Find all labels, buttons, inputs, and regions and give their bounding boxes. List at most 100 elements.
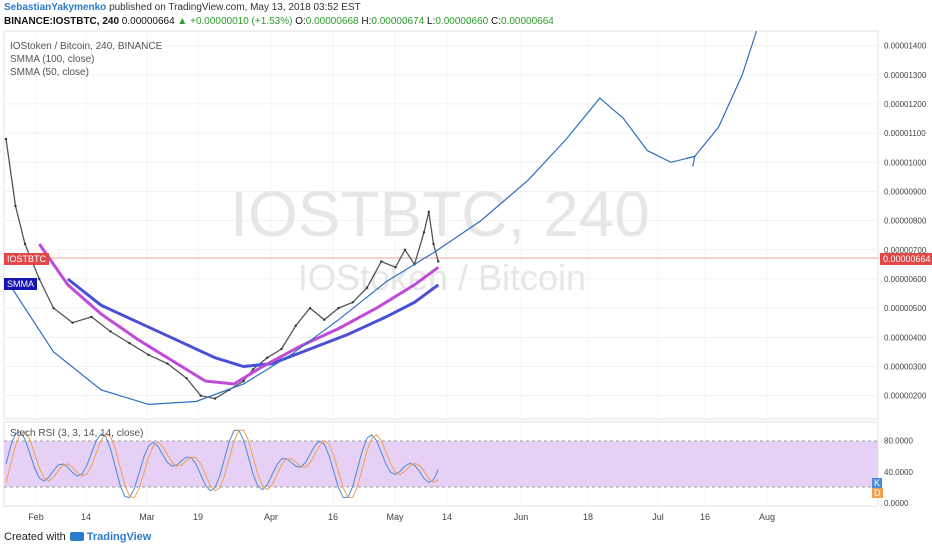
x-axis: Feb 14 Mar 19 Apr 16 May 14 Jun 18 Jul 16 Aug [28,512,775,522]
symbol-tag: IOSTBTC [4,253,50,265]
x-tick-label: Mar [139,512,155,522]
open-label: O: [295,16,306,27]
y-tick-label: 0.00000400 [884,333,927,342]
publish-line: SebastianYakymenko published on TradingV… [4,2,361,13]
y-tick-label: 0.00000600 [884,275,927,284]
price-point [128,341,131,345]
price-point [427,210,430,214]
price-point [90,315,93,319]
y-tick-label: 0.00000200 [884,392,927,401]
smma-tag: SMMA [4,278,37,290]
smma100-line [66,277,440,369]
rsi-band [4,441,878,487]
x-tick-label: 16 [328,512,338,522]
rsi-legend: Stoch RSI (3, 3, 14, 14, close) [10,428,144,439]
x-tick-label: Apr [264,512,278,522]
price-point [351,301,354,304]
rsi-d-line [5,429,439,499]
price-point [166,362,169,365]
price-point [280,347,283,351]
close-label: C: [490,16,501,27]
rsi-d-marker: D [872,488,883,498]
close-value: 0.00000664 [500,16,554,27]
low-label: L: [427,16,436,27]
symbol-line: BINANCE:IOSTBTC, 240 [4,16,120,27]
price-point [380,260,383,263]
x-tick-label: 18 [583,512,593,522]
footer-brand[interactable]: TradingView [86,531,152,543]
projection-arrowhead [685,155,696,167]
smma50-line [38,243,440,386]
x-tick-label: Jun [514,512,529,522]
author-link[interactable]: SebastianYakymenko [4,2,107,13]
price-point [109,330,112,333]
price-point [251,368,255,371]
y-tick-label: 0.00000900 [884,187,927,196]
watermark-small: IOStoken / Bitcoin [298,257,586,298]
y-axis: 0.00001400 0.00001300 0.00001200 0.00001100… [884,42,927,401]
ohlc-line: BINANCE:IOSTBTC, 240 0.00000664 ▲ +0.000… [4,16,554,27]
price-point [199,394,202,397]
price-point [213,397,217,400]
price-point [4,137,8,141]
y-tick-label: 0.00001400 [884,42,927,51]
y-tick-label: 0.00000500 [884,304,927,313]
price-point [14,204,17,208]
rsi-tick-label: 0.0000 [884,499,909,508]
low-value: 0.00000660 [435,16,489,27]
rsi-k-marker: K [872,478,883,488]
price-point [437,260,440,263]
legend-main: IOStoken / Bitcoin, 240, BINANCE [10,41,163,52]
footer-created: Created with [4,531,66,543]
last-value: 0.00000664 [121,16,175,27]
change-value: +0.00000010 (+1.53%) [190,16,293,27]
rsi-axis: 80.0000 40.0000 0.0000 [884,437,913,508]
tradingview-logo-icon [69,532,84,541]
price-point [432,242,435,246]
price-point [294,324,297,327]
rsi-series [5,429,439,499]
y-tick-label: 0.00001200 [884,100,927,109]
legend-smma50: SMMA (50, close) [10,67,89,78]
price-point [365,286,369,289]
legend-smma100: SMMA (100, close) [10,54,95,65]
price-point [185,376,188,380]
x-tick-label: 14 [442,512,452,522]
chart-legend: IOStoken / Bitcoin, 240, BINANCE SMMA (1… [10,40,162,79]
rsi-tick-label: 40.0000 [884,468,913,477]
rsi-k-line [5,429,439,499]
price-point [266,356,269,359]
projection-path [5,30,758,406]
y-tick-label: 0.00000300 [884,362,927,371]
price-point [394,266,397,269]
y-tick-label: 0.00001000 [884,158,927,167]
price-point [422,231,426,234]
high-value: 0.00000674 [371,16,425,27]
x-tick-label: 14 [81,512,91,522]
x-tick-label: Feb [28,512,44,522]
rsi-tick-label: 80.0000 [884,437,913,446]
price-point [52,306,55,310]
x-tick-label: Aug [759,512,775,522]
smma-series [38,243,440,386]
price-point [71,321,74,324]
price-point [323,318,326,322]
price-point [147,353,150,357]
y-tick-label: 0.00001100 [884,129,926,138]
publish-info: published on TradingView.com, May 13, 20… [109,2,361,13]
last-price-tag: 0.00000664 [880,253,932,265]
watermark-big: IOSTBTC, 240 [230,178,650,250]
y-tick-label: 0.00000700 [884,246,927,255]
x-tick-label: 16 [700,512,710,522]
x-tick-label: Jul [652,512,664,522]
grid [4,31,878,506]
price-point [38,277,41,281]
price-point [403,248,407,251]
price-point [337,306,340,310]
open-value: 0.00000668 [305,16,359,27]
y-tick-label: 0.00000800 [884,217,927,226]
y-tick-label: 0.00001300 [884,71,927,80]
price-point [308,306,312,310]
x-tick-label: 19 [193,512,203,522]
